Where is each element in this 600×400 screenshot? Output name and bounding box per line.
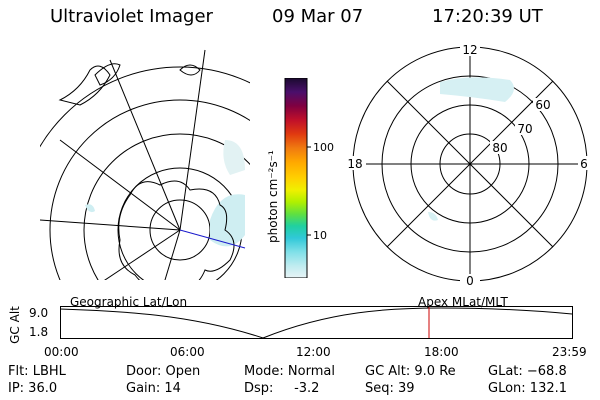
info-gain: Gain: 14 xyxy=(126,381,181,396)
info-flt: Flt: LBHL xyxy=(8,364,66,379)
info-mode: Mode: Normal xyxy=(244,364,335,379)
x-tick-0600: 06:00 xyxy=(170,345,205,359)
colorbar-label: photon cm⁻²s⁻¹ xyxy=(266,150,280,243)
lat-label-60: 60 xyxy=(535,98,550,112)
y-tick-bottom: 1.8 xyxy=(29,325,49,339)
y-tick-top: 9.0 xyxy=(29,306,49,320)
info-glon: GLon: 132.1 xyxy=(488,381,568,396)
y-axis-label: GC Alt xyxy=(8,306,22,344)
altitude-timeline xyxy=(60,306,573,339)
lat-label-80: 80 xyxy=(492,141,507,155)
info-glat: GLat: −68.8 xyxy=(488,364,567,379)
info-door: Door: Open xyxy=(126,364,201,379)
info-seq: Seq: 39 xyxy=(365,381,415,396)
polar-plot: 12 0 18 6 60 70 80 xyxy=(344,43,592,288)
mlt-label-6: 6 xyxy=(580,157,588,171)
timeline-right-label: Apex MLat/MLT xyxy=(418,295,508,309)
lat-label-70: 70 xyxy=(517,122,532,136)
x-tick-2359: 23:59 xyxy=(552,345,587,359)
x-tick-1200: 12:00 xyxy=(296,345,331,359)
mlt-label-0: 0 xyxy=(466,274,474,288)
instrument-title: Ultraviolet Imager xyxy=(50,6,213,27)
geographic-map xyxy=(40,49,250,280)
info-dsp: Dsp: -3.2 xyxy=(244,381,320,396)
x-tick-1800: 18:00 xyxy=(424,345,459,359)
info-ip: IP: 36.0 xyxy=(8,381,58,396)
colorbar: 100 10 photon cm⁻²s⁻¹ xyxy=(266,78,334,278)
date-label: 09 Mar 07 xyxy=(272,6,364,27)
info-gc-alt: GC Alt: 9.0 Re xyxy=(365,364,456,379)
time-label: 17:20:39 UT xyxy=(432,6,543,27)
timeline-left-label: Geographic Lat/Lon xyxy=(70,295,188,309)
colorbar-tick-10: 10 xyxy=(313,229,327,242)
mlt-label-18: 18 xyxy=(347,157,362,171)
colorbar-gradient xyxy=(284,78,308,278)
colorbar-tick-100: 100 xyxy=(313,141,334,154)
mlt-label-12: 12 xyxy=(462,43,477,57)
x-tick-0000: 00:00 xyxy=(44,345,79,359)
